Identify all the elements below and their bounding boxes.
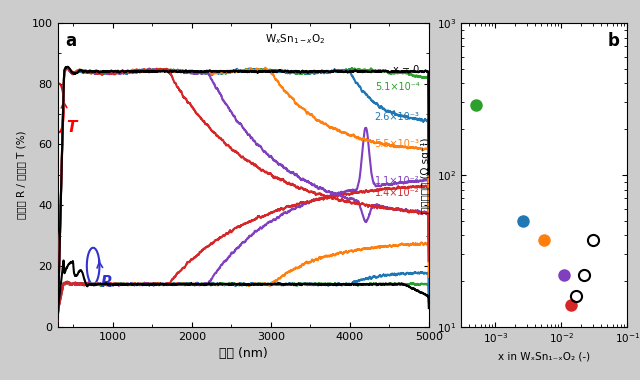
- Text: 5.1×10⁻⁴: 5.1×10⁻⁴: [375, 82, 419, 92]
- Text: W$_x$Sn$_{1-x}$O$_2$: W$_x$Sn$_{1-x}$O$_2$: [266, 32, 326, 46]
- Text: 1.1×10⁻²: 1.1×10⁻²: [375, 176, 419, 186]
- Text: 1.4×10⁻²: 1.4×10⁻²: [375, 188, 419, 198]
- X-axis label: x in WₓSn₁₋ₓO₂ (-): x in WₓSn₁₋ₓO₂ (-): [498, 351, 590, 361]
- Text: x = 0: x = 0: [393, 65, 419, 75]
- Text: R: R: [101, 275, 113, 290]
- Text: b: b: [607, 32, 619, 50]
- Y-axis label: シート抵抗 (Ω sq⁻¹): シート抵抗 (Ω sq⁻¹): [421, 137, 431, 212]
- Y-axis label: 反射率 R / 透過率 T (%): 反射率 R / 透過率 T (%): [16, 131, 26, 219]
- X-axis label: 波長 (nm): 波長 (nm): [219, 347, 268, 360]
- Text: a: a: [65, 32, 76, 50]
- Text: T: T: [67, 120, 77, 135]
- Text: 5.5×10⁻³: 5.5×10⁻³: [374, 139, 419, 149]
- Text: 2.6×10⁻³: 2.6×10⁻³: [374, 112, 419, 122]
